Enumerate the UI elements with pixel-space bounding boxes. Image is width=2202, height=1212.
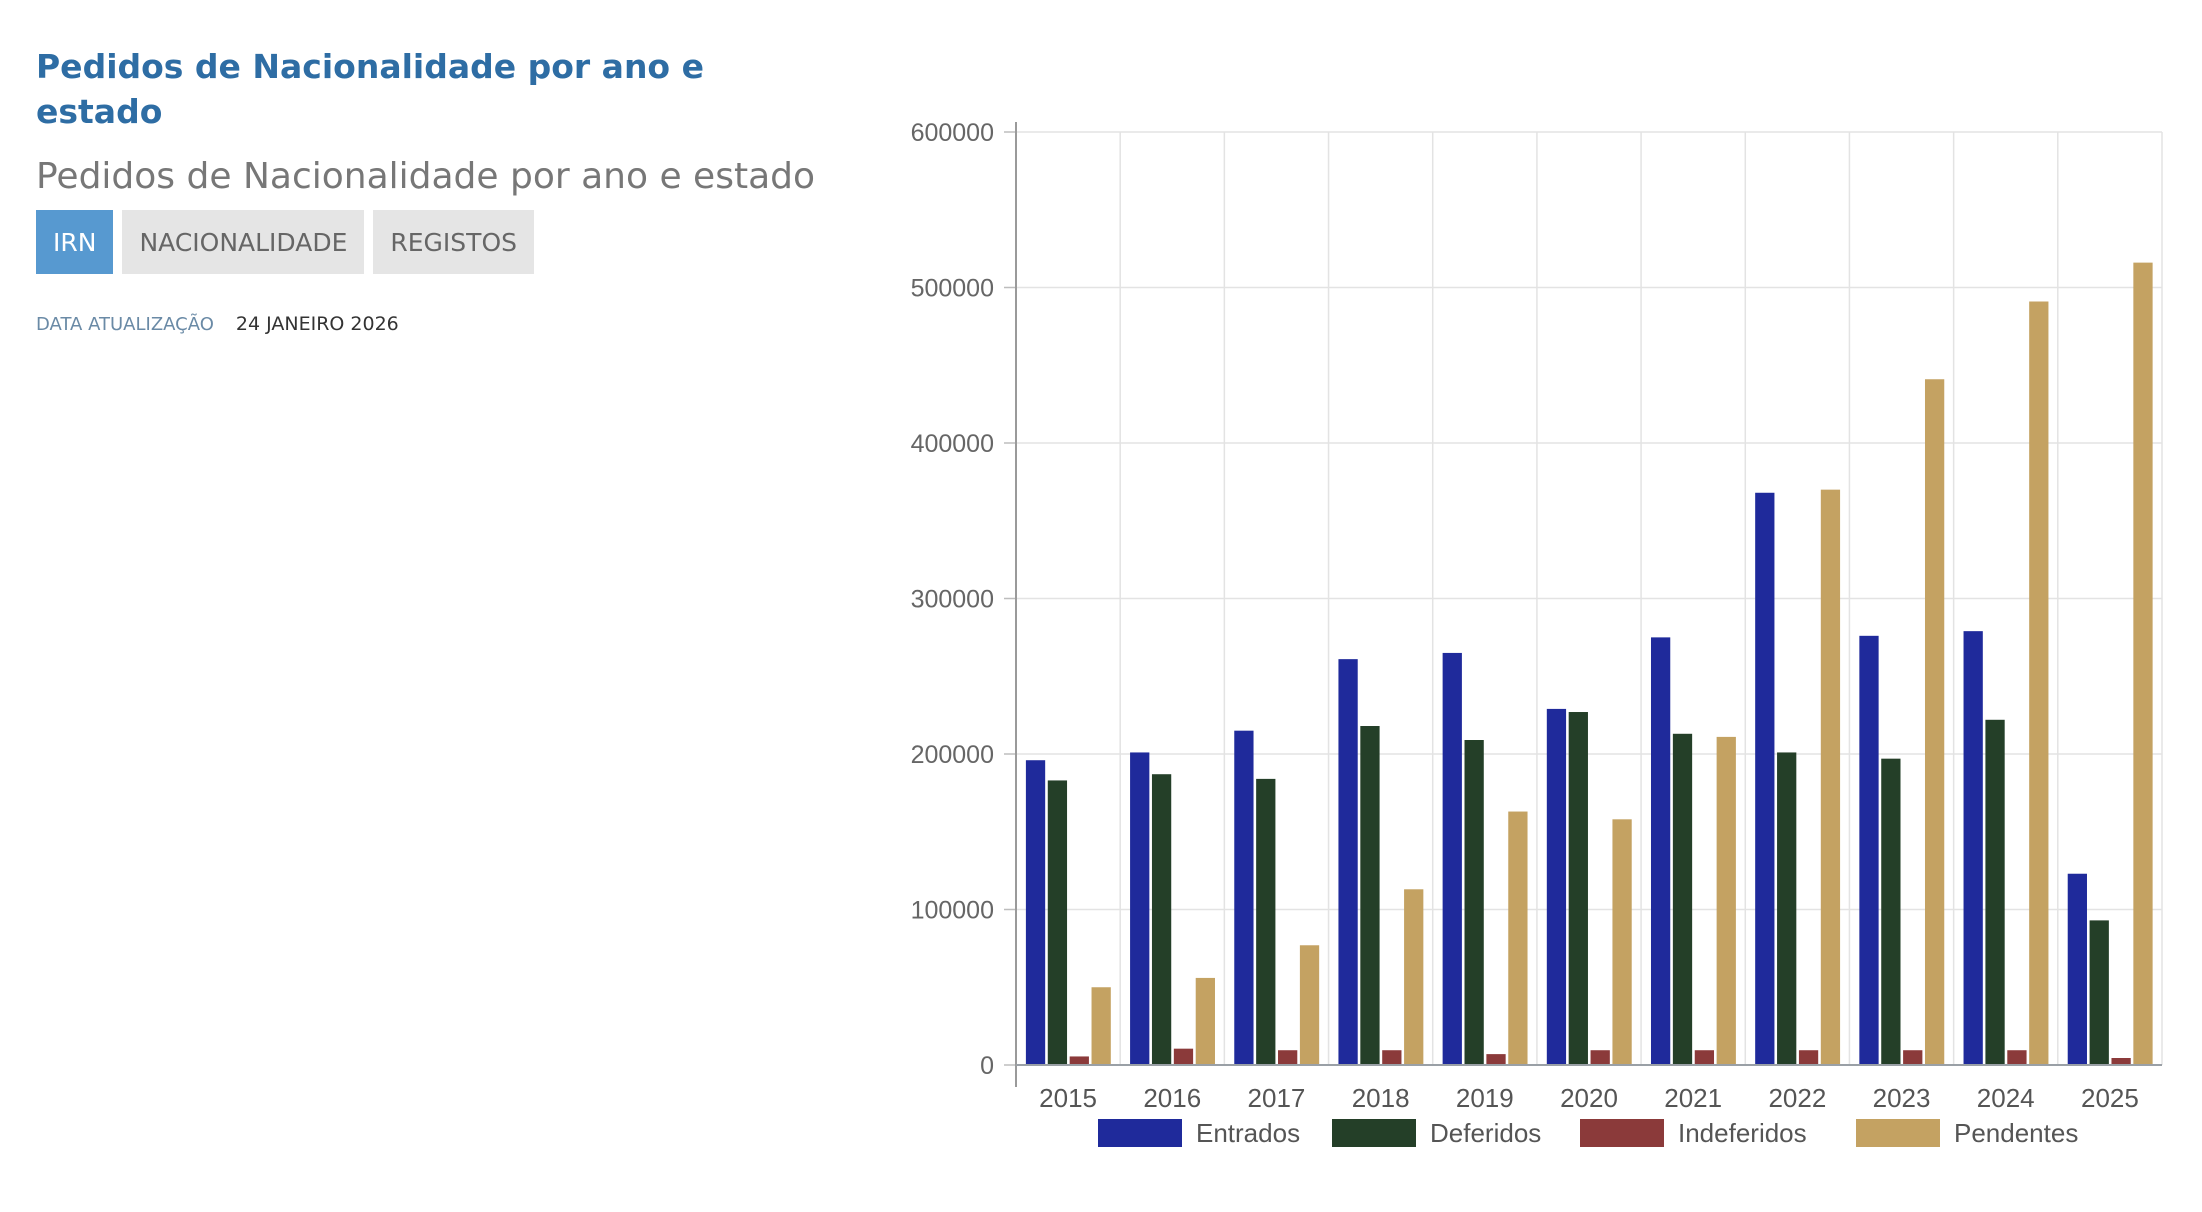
tab-registos[interactable]: REGISTOS xyxy=(373,210,534,274)
bar-indeferidos-2024 xyxy=(2007,1050,2027,1065)
x-tick-label: 2023 xyxy=(1873,1083,1931,1113)
bar-chart: 0 100000 200000 300000 400000 500000 600000 201… xyxy=(911,119,2163,1148)
bar-entrados-2024 xyxy=(1963,631,1983,1065)
y-tick-label: 200000 xyxy=(911,741,994,769)
bar-pendentes-2017 xyxy=(1299,945,1320,1065)
legend-label-indeferidos: Indeferidos xyxy=(1678,1118,1807,1148)
bar-entrados-2019 xyxy=(1442,652,1462,1065)
x-tick-label: 2020 xyxy=(1560,1083,1618,1113)
bar-indeferidos-2018 xyxy=(1382,1050,1402,1065)
bar-pendentes-2016 xyxy=(1195,977,1215,1065)
y-tick-label: 300000 xyxy=(911,586,994,614)
update-label: DATA ATUALIZAÇÃO xyxy=(36,314,214,335)
bar-indeferidos-2022 xyxy=(1798,1050,1819,1065)
bar-deferidos-2023 xyxy=(1881,758,1901,1065)
bar-pendentes-2018 xyxy=(1404,889,1424,1065)
bar-deferidos-2022 xyxy=(1777,752,1797,1065)
bar-pendentes-2023 xyxy=(1924,379,1945,1065)
bar-entrados-2022 xyxy=(1755,492,1775,1065)
x-tick-label: 2015 xyxy=(1039,1083,1097,1113)
bar-pendentes-2025 xyxy=(2133,262,2153,1065)
bar-deferidos-2015 xyxy=(1047,780,1068,1065)
bar-indeferidos-2025 xyxy=(2111,1058,2131,1065)
x-tick-label: 2019 xyxy=(1456,1083,1514,1113)
bar-entrados-2021 xyxy=(1650,637,1671,1065)
bar-deferidos-2025 xyxy=(2089,920,2109,1065)
update-info: DATA ATUALIZAÇÃO 24 JANEIRO 2026 xyxy=(36,313,399,335)
chart-subtitle: Pedidos de Nacionalidade por ano e estad… xyxy=(36,156,816,197)
legend-label-pendentes: Pendentes xyxy=(1954,1118,2078,1148)
bar-deferidos-2020 xyxy=(1568,712,1588,1065)
bar-indeferidos-2020 xyxy=(1590,1050,1610,1065)
tab-nacionalidade[interactable]: NACIONALIDADE xyxy=(122,210,365,274)
bar-pendentes-2021 xyxy=(1716,736,1736,1065)
bar-deferidos-2021 xyxy=(1672,733,1693,1065)
y-tick-label: 100000 xyxy=(911,897,994,925)
bar-pendentes-2022 xyxy=(1820,489,1841,1065)
bar-indeferidos-2023 xyxy=(1903,1050,1923,1065)
x-tick-label: 2018 xyxy=(1352,1083,1410,1113)
bar-entrados-2020 xyxy=(1546,708,1567,1065)
x-tick-label: 2022 xyxy=(1768,1083,1826,1113)
x-tick-label: 2025 xyxy=(2081,1083,2139,1113)
bar-pendentes-2020 xyxy=(1612,819,1632,1065)
legend-label-entrados: Entrados xyxy=(1196,1118,1300,1148)
y-tick-label: 0 xyxy=(980,1052,994,1080)
x-tick-label: 2021 xyxy=(1664,1083,1722,1113)
bar-pendentes-2024 xyxy=(2029,301,2049,1065)
bar-deferidos-2016 xyxy=(1151,774,1172,1065)
page-title: Pedidos de Nacionalidade por ano e estad… xyxy=(36,47,704,131)
legend-swatch-indeferidos xyxy=(1580,1119,1664,1147)
update-date: 24 JANEIRO 2026 xyxy=(235,313,399,335)
bar-deferidos-2017 xyxy=(1256,778,1276,1065)
x-tick-label: 2024 xyxy=(1977,1083,2035,1113)
legend-label-deferidos: Deferidos xyxy=(1430,1118,1541,1148)
bar-entrados-2016 xyxy=(1130,752,1150,1065)
tab-bar: IRN NACIONALIDADE REGISTOS xyxy=(36,210,534,274)
bar-entrados-2025 xyxy=(2067,873,2087,1065)
bar-entrados-2018 xyxy=(1338,659,1358,1065)
bar-indeferidos-2015 xyxy=(1069,1056,1089,1065)
bar-deferidos-2024 xyxy=(1985,719,2005,1065)
x-tick-label: 2017 xyxy=(1248,1083,1306,1113)
bar-entrados-2015 xyxy=(1025,760,1046,1065)
bar-indeferidos-2016 xyxy=(1173,1048,1194,1065)
bar-pendentes-2015 xyxy=(1091,987,1111,1065)
legend-swatch-pendentes xyxy=(1856,1119,1940,1147)
bar-indeferidos-2019 xyxy=(1486,1054,1506,1065)
chart-container: 0 100000 200000 300000 400000 500000 600000 201… xyxy=(860,100,2190,1204)
legend-swatch-entrados xyxy=(1098,1119,1182,1147)
bar-deferidos-2018 xyxy=(1360,726,1380,1065)
bar-entrados-2023 xyxy=(1859,635,1879,1065)
legend-swatch-deferidos xyxy=(1332,1119,1416,1147)
y-tick-label: 500000 xyxy=(911,275,994,303)
tab-irn[interactable]: IRN xyxy=(36,210,114,274)
bar-entrados-2017 xyxy=(1234,730,1254,1065)
bar-indeferidos-2021 xyxy=(1694,1050,1715,1065)
y-tick-label: 400000 xyxy=(911,430,994,458)
x-tick-label: 2016 xyxy=(1143,1083,1201,1113)
bar-pendentes-2019 xyxy=(1508,811,1528,1065)
y-tick-label: 600000 xyxy=(911,119,994,147)
bar-indeferidos-2017 xyxy=(1278,1050,1298,1065)
bar-deferidos-2019 xyxy=(1464,740,1484,1065)
